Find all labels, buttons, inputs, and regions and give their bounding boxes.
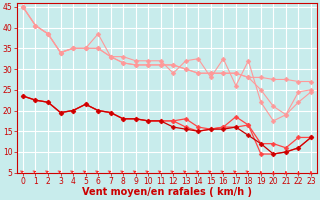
X-axis label: Vent moyen/en rafales ( km/h ): Vent moyen/en rafales ( km/h ): [82, 187, 252, 197]
